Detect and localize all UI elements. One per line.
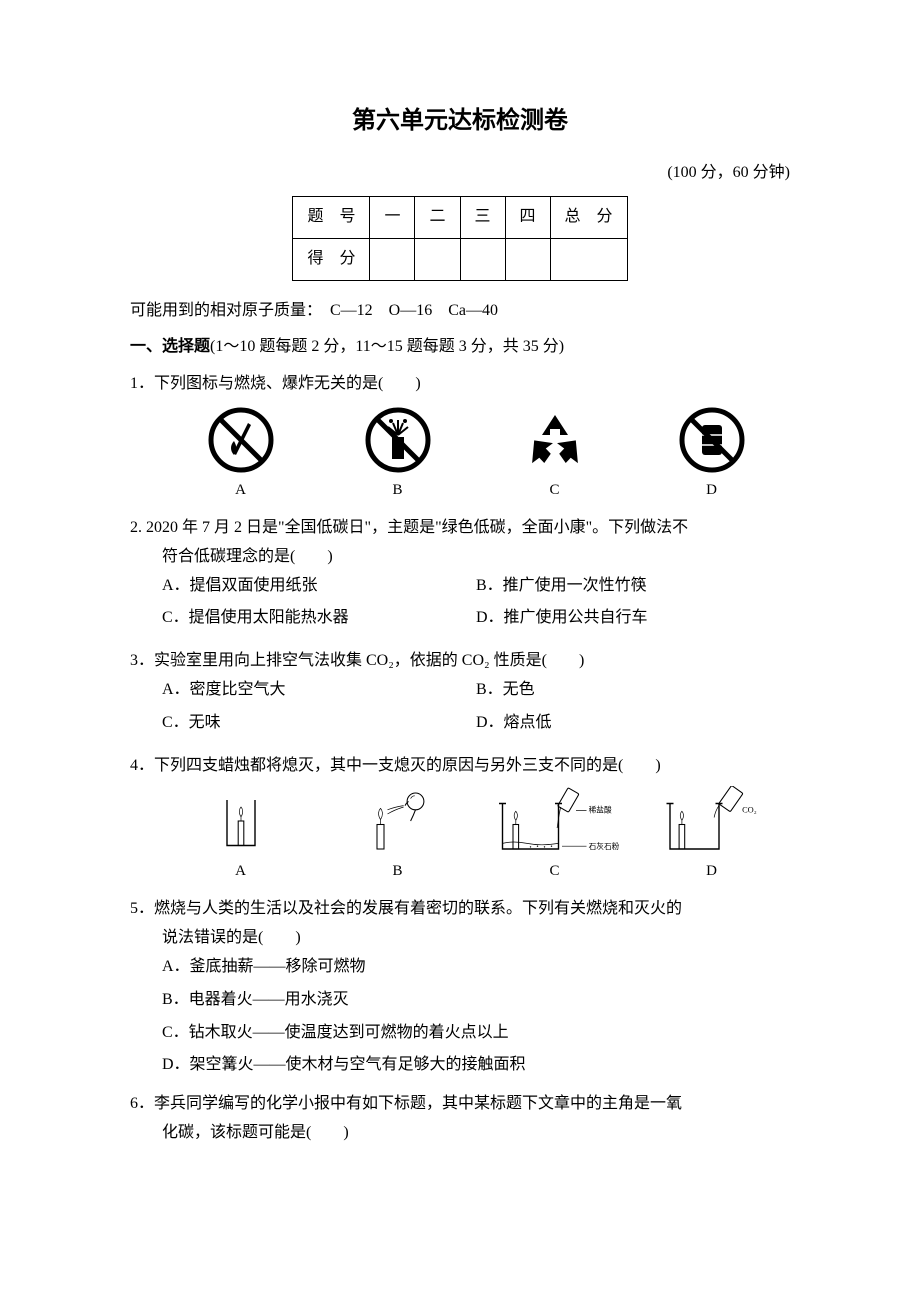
q1-image-row: A B C xyxy=(162,405,790,504)
q3-opt-a: A．密度比空气大 xyxy=(162,676,476,705)
question-4: 4．下列四支蜡烛都将熄灭，其中一支熄灭的原因与另外三支不同的是( ) A xyxy=(130,752,790,886)
cell: 一 xyxy=(370,196,415,238)
cell xyxy=(415,238,460,280)
cell: 四 xyxy=(505,196,550,238)
q1-option-c: C xyxy=(476,405,633,504)
recycle-icon xyxy=(520,405,590,475)
q4-option-a: A xyxy=(162,786,319,885)
section-1-heading-bold: 一、选择题 xyxy=(130,338,210,355)
section-1-heading: 一、选择题(1～10 题每题 2 分，11～15 题每题 3 分，共 35 分) xyxy=(130,333,790,362)
candle-cup-icon xyxy=(206,786,276,856)
cell: 三 xyxy=(460,196,505,238)
question-3: 3．实验室里用向上排空气法收集 CO₂，依据的 CO₂ 性质是( ) A．密度比… xyxy=(130,647,790,741)
q1-label-c: C xyxy=(476,477,633,504)
cell: 二 xyxy=(415,196,460,238)
q3-opt-c: C．无味 xyxy=(162,709,476,738)
cell xyxy=(370,238,415,280)
no-fireworks-icon xyxy=(363,405,433,475)
q4-label-d: D xyxy=(633,858,790,885)
q4-image-row: A B xyxy=(162,786,790,885)
q4-stem: 4．下列四支蜡烛都将熄灭，其中一支熄灭的原因与另外三支不同的是( ) xyxy=(130,752,790,781)
q1-option-b: B xyxy=(319,405,476,504)
q1-label-b: B xyxy=(319,477,476,504)
beaker-candle-co2-icon: CO₂ xyxy=(657,786,767,856)
score-table: 题 号 一 二 三 四 总 分 得 分 xyxy=(292,196,627,281)
atomic-mass-info: 可能用到的相对原子质量： C—12 O—16 Ca—40 xyxy=(130,297,790,326)
q5-opt-b: B．电器着火——用水浇灭 xyxy=(162,986,790,1015)
score-table-score-row: 得 分 xyxy=(293,238,627,280)
q1-option-a: A xyxy=(162,405,319,504)
q3-opt-b: B．无色 xyxy=(476,676,790,705)
q4-option-b: B xyxy=(319,786,476,885)
no-barrel-icon xyxy=(677,405,747,475)
q5-stem-cont: 说法错误的是( ) xyxy=(130,924,790,953)
q2-stem-cont: 符合低碳理念的是( ) xyxy=(130,543,790,572)
q5-opt-d: D．架空篝火——使木材与空气有足够大的接触面积 xyxy=(162,1051,790,1080)
beaker-candle-acid-icon: 稀盐酸 石灰石粉 xyxy=(490,786,620,856)
q2-opt-a: A．提倡双面使用纸张 xyxy=(162,572,476,601)
acid-label: 稀盐酸 xyxy=(588,805,611,815)
q4-label-b: B xyxy=(319,858,476,885)
cell: 总 分 xyxy=(550,196,627,238)
q2-options: A．提倡双面使用纸张 B．推广使用一次性竹筷 C．提倡使用太阳能热水器 D．推广… xyxy=(130,572,790,638)
cell xyxy=(550,238,627,280)
q3-options: A．密度比空气大 B．无色 C．无味 D．熔点低 xyxy=(130,676,790,742)
q5-options: A．釜底抽薪——移除可燃物 B．电器着火——用水浇灭 C．钻木取火——使温度达到… xyxy=(130,953,790,1080)
q5-stem: 5．燃烧与人类的生活以及社会的发展有着密切的联系。下列有关燃烧和灭火的 xyxy=(130,895,790,924)
question-2: 2. 2020 年 7 月 2 日是"全国低碳日"，主题是"绿色低碳，全面小康"… xyxy=(130,514,790,637)
score-table-header-row: 题 号 一 二 三 四 总 分 xyxy=(293,196,627,238)
q2-opt-c: C．提倡使用太阳能热水器 xyxy=(162,604,476,633)
q1-label-a: A xyxy=(162,477,319,504)
cell xyxy=(505,238,550,280)
q5-opt-a: A．釜底抽薪——移除可燃物 xyxy=(162,953,790,982)
page-title: 第六单元达标检测卷 xyxy=(130,100,790,143)
q2-opt-b: B．推广使用一次性竹筷 xyxy=(476,572,790,601)
q2-opt-d: D．推广使用公共自行车 xyxy=(476,604,790,633)
question-5: 5．燃烧与人类的生活以及社会的发展有着密切的联系。下列有关燃烧和灭火的 说法错误… xyxy=(130,895,790,1080)
cell-label: 得 分 xyxy=(293,238,370,280)
question-1: 1．下列图标与燃烧、爆炸无关的是( ) A B xyxy=(130,370,790,504)
blow-candle-icon xyxy=(353,786,443,856)
q3-opt-d: D．熔点低 xyxy=(476,709,790,738)
section-1-heading-rest: (1～10 题每题 2 分，11～15 题每题 3 分，共 35 分) xyxy=(210,338,564,355)
limestone-label: 石灰石粉 xyxy=(588,841,619,851)
q1-option-d: D xyxy=(633,405,790,504)
q4-label-a: A xyxy=(162,858,319,885)
q6-stem: 6．李兵同学编写的化学小报中有如下标题，其中某标题下文章中的主角是一氧 xyxy=(130,1090,790,1119)
q1-label-d: D xyxy=(633,477,790,504)
q5-opt-c: C．钻木取火——使温度达到可燃物的着火点以上 xyxy=(162,1019,790,1048)
q2-stem: 2. 2020 年 7 月 2 日是"全国低碳日"，主题是"绿色低碳，全面小康"… xyxy=(130,514,790,543)
question-6: 6．李兵同学编写的化学小报中有如下标题，其中某标题下文章中的主角是一氧 化碳，该… xyxy=(130,1090,790,1148)
cell xyxy=(460,238,505,280)
q4-option-d: CO₂ D xyxy=(633,786,790,885)
q6-stem-cont: 化碳，该标题可能是( ) xyxy=(130,1119,790,1148)
q3-stem: 3．实验室里用向上排空气法收集 CO₂，依据的 CO₂ 性质是( ) xyxy=(130,647,790,676)
q4-label-c: C xyxy=(476,858,633,885)
cell-label: 题 号 xyxy=(293,196,370,238)
co2-label: CO₂ xyxy=(742,806,757,815)
q1-stem: 1．下列图标与燃烧、爆炸无关的是( ) xyxy=(130,370,790,399)
no-fire-icon xyxy=(206,405,276,475)
q4-option-c: 稀盐酸 石灰石粉 C xyxy=(476,786,633,885)
score-meta: (100 分，60 分钟) xyxy=(130,159,790,188)
